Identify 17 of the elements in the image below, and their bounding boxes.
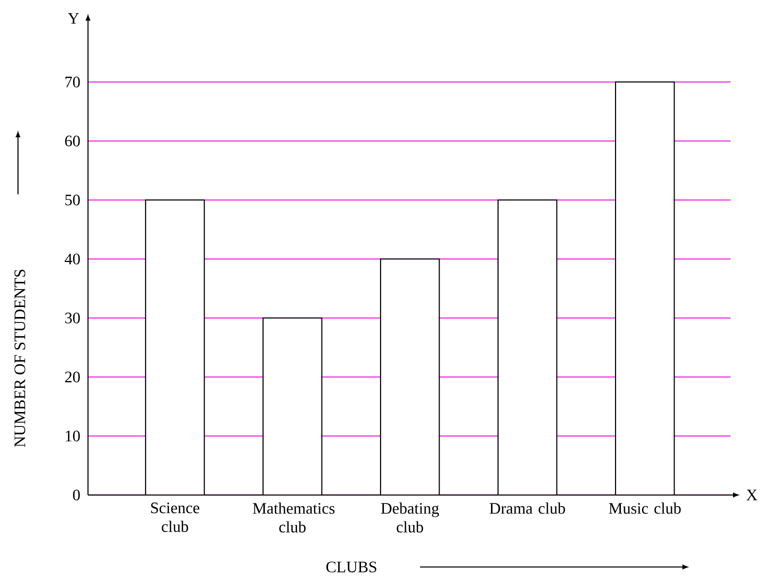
x-tick-label: Mathematics club (252, 502, 335, 532)
text: X (746, 490, 758, 500)
y-tick-label: 0 (73, 490, 80, 500)
y-tick-label: 60 (65, 136, 80, 146)
y-axis-title: NUMBER OF STUDENTS (14, 270, 26, 448)
y-tick-label: 70 (65, 76, 80, 88)
x-tick-label: Music club (608, 502, 681, 514)
y-tick-label: 20 (65, 372, 80, 382)
y-tick-label: 40 (64, 254, 80, 264)
y-tick-label: 10 (66, 430, 80, 442)
text: Y (68, 13, 79, 24)
x-tick-label: Debating club (381, 502, 439, 532)
y-tick-label: 30 (65, 312, 80, 324)
x-tick-label: Science club (151, 502, 200, 532)
x-axis-title: CLUBS (326, 562, 376, 572)
y-tick-label: 50 (65, 194, 80, 206)
x-tick-label: Drama club (490, 502, 566, 514)
